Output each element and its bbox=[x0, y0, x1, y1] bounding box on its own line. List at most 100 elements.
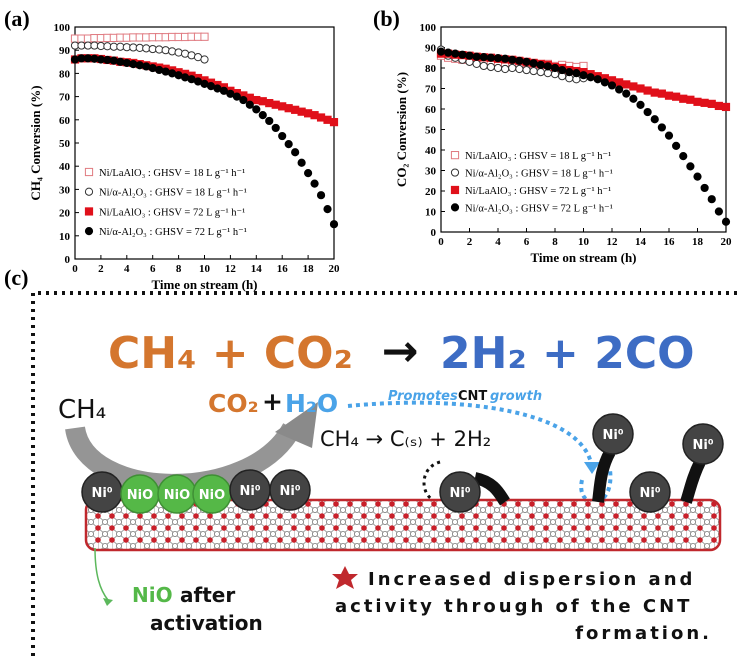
data-point bbox=[708, 196, 715, 203]
arrow-head bbox=[103, 598, 113, 606]
data-point bbox=[311, 180, 318, 187]
data-point bbox=[673, 93, 680, 100]
legend-marker bbox=[451, 186, 458, 193]
legend-marker bbox=[451, 169, 458, 176]
cnt-stem bbox=[686, 462, 700, 502]
data-point bbox=[117, 58, 124, 65]
data-point bbox=[509, 56, 516, 63]
red-star bbox=[332, 566, 358, 589]
data-point bbox=[601, 79, 608, 86]
x-tick-label: 2 bbox=[467, 236, 473, 248]
legend-label: Ni/α-Al₂O₃ : GHSV = 18 L g⁻¹ h⁻¹ bbox=[99, 188, 247, 199]
particle-label: NiO bbox=[127, 488, 153, 503]
y-tick-label: 40 bbox=[425, 145, 437, 157]
legend-label: Ni/LaAlO₃ : GHSV = 72 L g⁻¹ h⁻¹ bbox=[99, 207, 245, 218]
data-point bbox=[487, 63, 494, 70]
data-point bbox=[279, 132, 286, 139]
y-tick-label: 20 bbox=[59, 208, 71, 220]
y-tick-label: 90 bbox=[59, 45, 71, 57]
particle-label: Ni⁰ bbox=[602, 428, 623, 443]
data-point bbox=[330, 221, 337, 228]
y-tick-label: 100 bbox=[420, 22, 437, 34]
x-tick-label: 18 bbox=[692, 236, 704, 248]
reaction: CH₄ → C₍ₛ₎ + 2H₂ bbox=[320, 427, 491, 451]
data-point bbox=[162, 47, 169, 54]
y-tick-label: 10 bbox=[425, 207, 437, 219]
data-point bbox=[680, 153, 687, 160]
data-point bbox=[494, 55, 501, 62]
y-tick-label: 50 bbox=[59, 138, 71, 150]
data-point bbox=[701, 184, 708, 191]
legend-label: Ni/LaAlO₃ : GHSV = 18 L g⁻¹ h⁻¹ bbox=[99, 168, 245, 179]
data-point bbox=[694, 98, 701, 105]
y-tick-label: 70 bbox=[59, 92, 71, 104]
data-point bbox=[169, 48, 176, 55]
data-point bbox=[523, 66, 530, 73]
data-point bbox=[473, 60, 480, 67]
data-point bbox=[623, 81, 630, 88]
dotted-curve bbox=[424, 462, 440, 502]
equation-right: 2H₂ + 2CO bbox=[440, 328, 695, 379]
data-point bbox=[487, 54, 494, 61]
particle-label: NiO bbox=[199, 488, 225, 503]
data-point bbox=[658, 124, 665, 131]
data-point bbox=[722, 218, 729, 225]
x-tick-label: 8 bbox=[176, 263, 182, 275]
series bbox=[71, 55, 337, 228]
data-point bbox=[687, 96, 694, 103]
plus: + bbox=[262, 387, 283, 416]
data-point bbox=[502, 55, 509, 62]
panel-label: (c) bbox=[4, 265, 28, 290]
series bbox=[437, 48, 729, 225]
y-tick-label: 100 bbox=[54, 22, 71, 34]
y-tick-label: 10 bbox=[59, 231, 71, 243]
data-point bbox=[509, 64, 516, 71]
after-label: after bbox=[180, 583, 235, 607]
y-tick-label: 80 bbox=[425, 63, 437, 75]
data-point bbox=[330, 119, 337, 126]
x-tick-label: 2 bbox=[98, 263, 104, 275]
x-tick-label: 14 bbox=[635, 236, 647, 248]
data-point bbox=[587, 74, 594, 81]
data-point bbox=[466, 52, 473, 59]
particle-label: NiO bbox=[164, 488, 190, 503]
x-tick-label: 0 bbox=[72, 263, 78, 275]
data-point bbox=[110, 57, 117, 64]
data-point bbox=[573, 70, 580, 77]
data-point bbox=[480, 54, 487, 61]
data-point bbox=[480, 62, 487, 69]
data-point bbox=[71, 56, 78, 63]
series bbox=[71, 55, 337, 126]
data-point bbox=[616, 86, 623, 93]
legend-marker bbox=[85, 228, 92, 235]
legend-marker bbox=[85, 168, 92, 175]
y-axis-label: CO₂ Conversion (%) bbox=[394, 72, 409, 187]
y-tick-label: 30 bbox=[425, 166, 437, 178]
data-point bbox=[658, 90, 665, 97]
equation-left: CH₄ + CO₂ bbox=[108, 328, 353, 379]
data-point bbox=[687, 163, 694, 170]
y-tick-label: 0 bbox=[65, 254, 71, 266]
y-tick-label: 50 bbox=[425, 125, 437, 137]
data-point bbox=[644, 87, 651, 94]
x-tick-label: 10 bbox=[578, 236, 590, 248]
data-point bbox=[317, 192, 324, 199]
growth: growth bbox=[490, 389, 542, 404]
particle-label: Ni⁰ bbox=[449, 486, 470, 501]
x-tick-label: 4 bbox=[124, 263, 130, 275]
legend-marker bbox=[85, 208, 92, 215]
particle-label: Ni⁰ bbox=[91, 486, 112, 501]
data-point bbox=[272, 124, 279, 131]
series bbox=[71, 33, 208, 42]
data-point bbox=[608, 82, 615, 89]
particle-label: Ni⁰ bbox=[279, 484, 300, 499]
equation-arrow: → bbox=[382, 326, 419, 377]
data-point bbox=[559, 66, 566, 73]
x-tick-label: 14 bbox=[251, 263, 263, 275]
data-point bbox=[680, 95, 687, 102]
product-co2: CO₂ bbox=[208, 389, 259, 418]
data-point bbox=[201, 56, 208, 63]
nio-label: NiO bbox=[132, 583, 173, 607]
data-point bbox=[630, 95, 637, 102]
